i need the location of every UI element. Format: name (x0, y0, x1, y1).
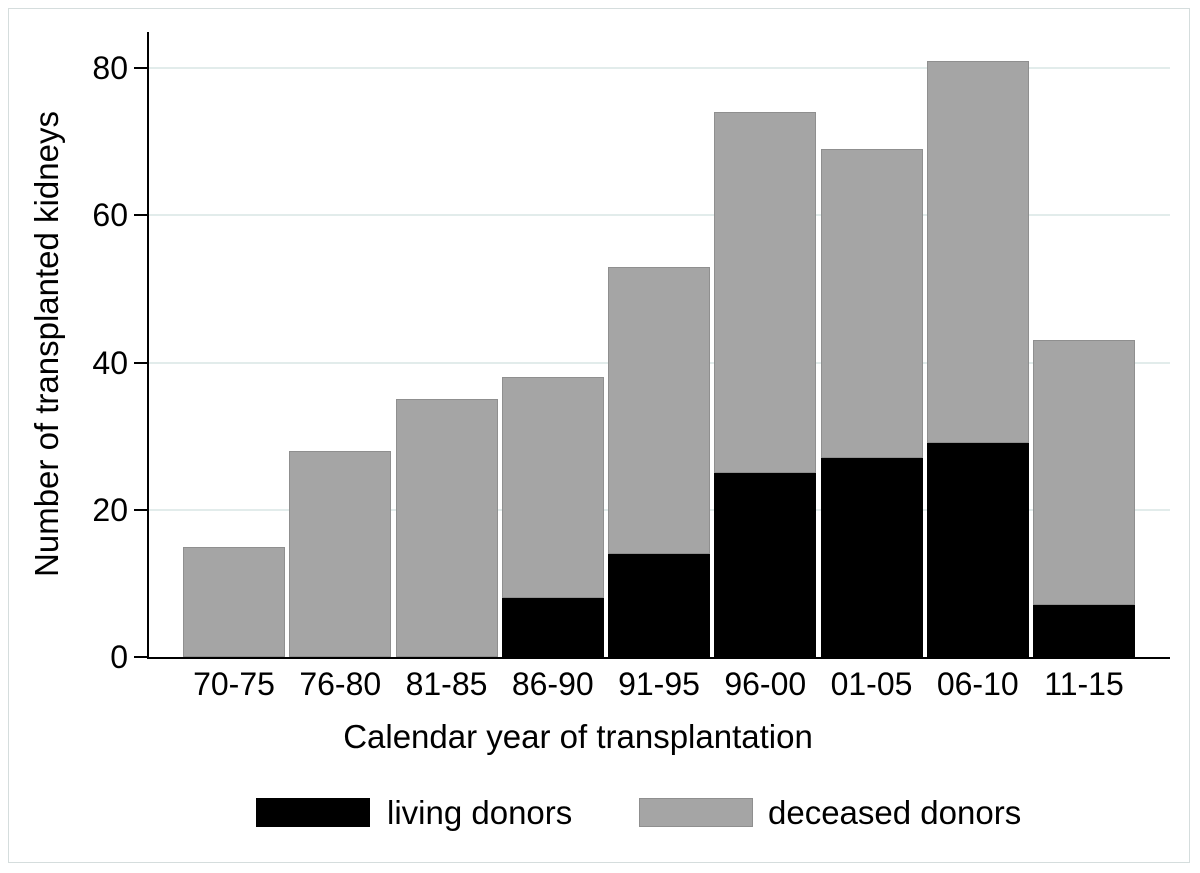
y-tick-label-80: 80 (92, 50, 128, 86)
bar-segment-deceased-81-85 (395, 399, 498, 657)
bar-segment-living-06-10 (926, 443, 1029, 657)
legend-swatch-living-donors (256, 798, 370, 827)
x-axis-title: Calendar year of transplantation (343, 718, 813, 755)
y-tick-40 (134, 361, 147, 364)
y-tick-label-20: 20 (92, 491, 128, 528)
legend-label-living-donors: living donors (387, 794, 573, 831)
bar-segment-deceased-01-05 (820, 148, 923, 459)
bar-segment-deceased-76-80 (289, 450, 392, 657)
x-tick-label-86-90: 86-90 (511, 666, 594, 702)
gridline-60 (149, 214, 1170, 217)
x-tick-label-96-00: 96-00 (724, 666, 807, 702)
bar-segment-deceased-11-15 (1033, 340, 1135, 606)
bar-segment-deceased-70-75 (183, 546, 285, 657)
x-tick-label-81-85: 81-85 (405, 666, 488, 702)
y-axis-line (147, 32, 149, 659)
x-tick-label-91-95: 91-95 (618, 666, 700, 702)
x-tick-label-76-80: 76-80 (299, 666, 382, 702)
gridline-80 (149, 67, 1170, 69)
bar-segment-deceased-06-10 (926, 60, 1029, 444)
y-tick-label-40: 40 (92, 344, 128, 381)
bar-segment-deceased-91-95 (608, 266, 710, 554)
x-axis-line (147, 657, 1170, 659)
y-axis-title: Number of transplanted kidneys (28, 111, 65, 577)
bar-segment-living-86-90 (501, 598, 604, 657)
legend-swatch-deceased-donors (639, 798, 753, 827)
y-tick-80 (134, 67, 147, 69)
y-tick-60 (134, 214, 147, 217)
bar-segment-living-96-00 (714, 472, 817, 657)
x-tick-label-06-10: 06-10 (936, 666, 1019, 702)
y-tick-20 (134, 508, 147, 511)
bar-segment-living-01-05 (820, 458, 923, 657)
bar-segment-deceased-96-00 (714, 112, 817, 473)
x-tick-label-11-15: 11-15 (1044, 666, 1124, 702)
bar-segment-living-91-95 (608, 553, 710, 657)
y-tick-0 (134, 656, 147, 658)
bar-segment-deceased-86-90 (501, 377, 604, 599)
y-tick-label-0: 0 (110, 639, 128, 675)
legend-label-deceased-donors: deceased donors (768, 794, 1022, 831)
y-tick-label-60: 60 (92, 197, 128, 234)
x-tick-label-01-05: 01-05 (830, 666, 913, 702)
x-tick-label-70-75: 70-75 (193, 666, 275, 702)
bar-segment-living-11-15 (1033, 605, 1135, 657)
